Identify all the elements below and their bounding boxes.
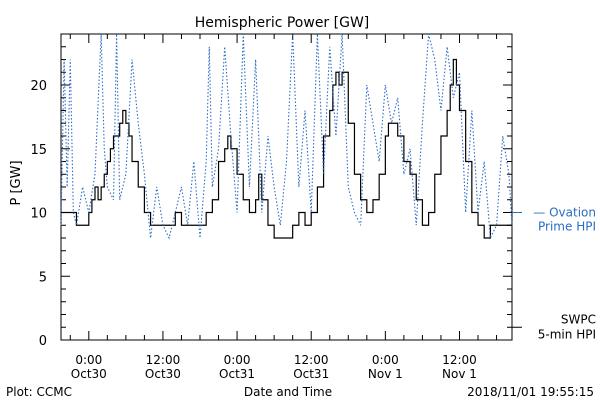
x-tick-time-label: 0:00 [224,353,251,367]
legend-label-line2-0: 5-min HPI [538,327,596,341]
x-tick-date-label: Nov 1 [442,367,477,381]
legend-label-line2-1: Prime HPI [538,220,596,234]
x-tick-time-label: 12:00 [146,353,181,367]
footer-timestamp: 2018/11/01 19:55:15 [467,385,594,399]
y-tick-label: 20 [30,79,47,94]
chart-title: Hemispheric Power [GW] [195,15,370,31]
x-tick-date-label: Oct31 [293,367,329,381]
footer-source: Plot: CCMC [6,385,72,399]
legend-label-line1-0: SWPC [561,312,596,326]
series-line-1 [60,33,513,241]
y-tick-label: 15 [30,143,47,158]
y-axis-label: P [GW] [9,160,24,205]
x-tick-time-label: 0:00 [372,353,399,367]
x-axis-label: Date and Time [244,385,332,399]
y-tick-label: 10 [30,207,47,222]
x-tick-time-label: 12:00 [294,353,329,367]
y-tick-label: 0 [39,334,47,349]
x-tick-date-label: Oct30 [145,367,181,381]
axis-ticks: 051015200:00Oct3012:00Oct300:00Oct3112:0… [30,33,512,381]
x-tick-date-label: Oct30 [71,367,107,381]
x-tick-time-label: 12:00 [442,353,477,367]
series-line-0 [61,58,512,239]
x-tick-time-label: 0:00 [75,353,102,367]
x-tick-date-label: Oct31 [219,367,255,381]
legend-label-line1-1: — Ovation [533,206,596,220]
y-tick-label: 5 [39,270,47,285]
series-layer [60,33,513,241]
x-tick-date-label: Nov 1 [368,367,403,381]
